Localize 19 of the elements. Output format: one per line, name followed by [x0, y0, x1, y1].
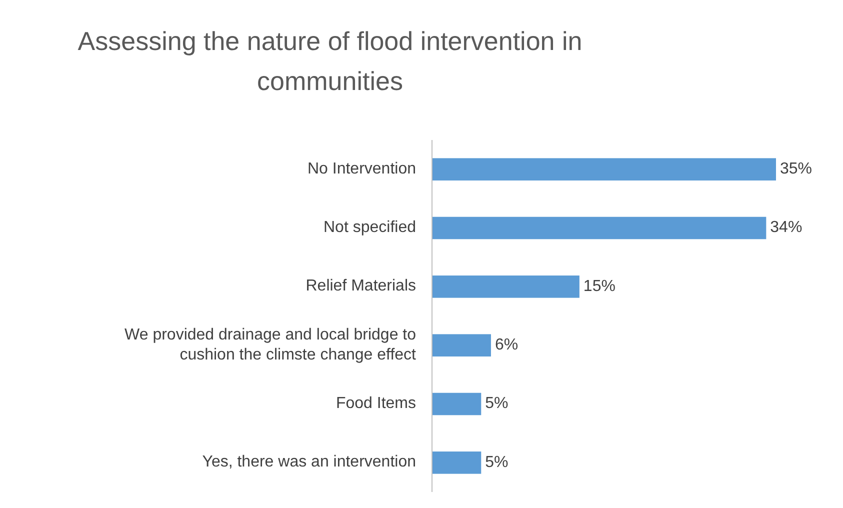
y-tick-label: Food Items: [336, 395, 416, 412]
y-tick-label: Relief Materials: [306, 278, 416, 295]
y-tick-label: Yes, there was an intervention: [202, 454, 416, 471]
bar: [432, 276, 580, 298]
chart-title: Assessing the nature of flood intervention in communities: [78, 26, 582, 96]
data-label: 6%: [494, 336, 518, 354]
y-tick-label: No Intervention: [307, 160, 416, 178]
data-label: 15%: [583, 278, 616, 295]
data-label: 5%: [485, 395, 508, 412]
bar: [432, 158, 776, 180]
bar: [432, 392, 482, 416]
bar: [432, 452, 482, 474]
data-label: 5%: [485, 454, 508, 471]
bar: [432, 216, 766, 240]
data-label: 34%: [770, 219, 802, 236]
data-label: 35%: [780, 160, 812, 178]
y-tick-label: Not specified: [324, 219, 416, 236]
bar: [432, 334, 491, 356]
y-tick-label: We provided drainage and local bridge to cushion the climste change effect: [124, 326, 417, 364]
